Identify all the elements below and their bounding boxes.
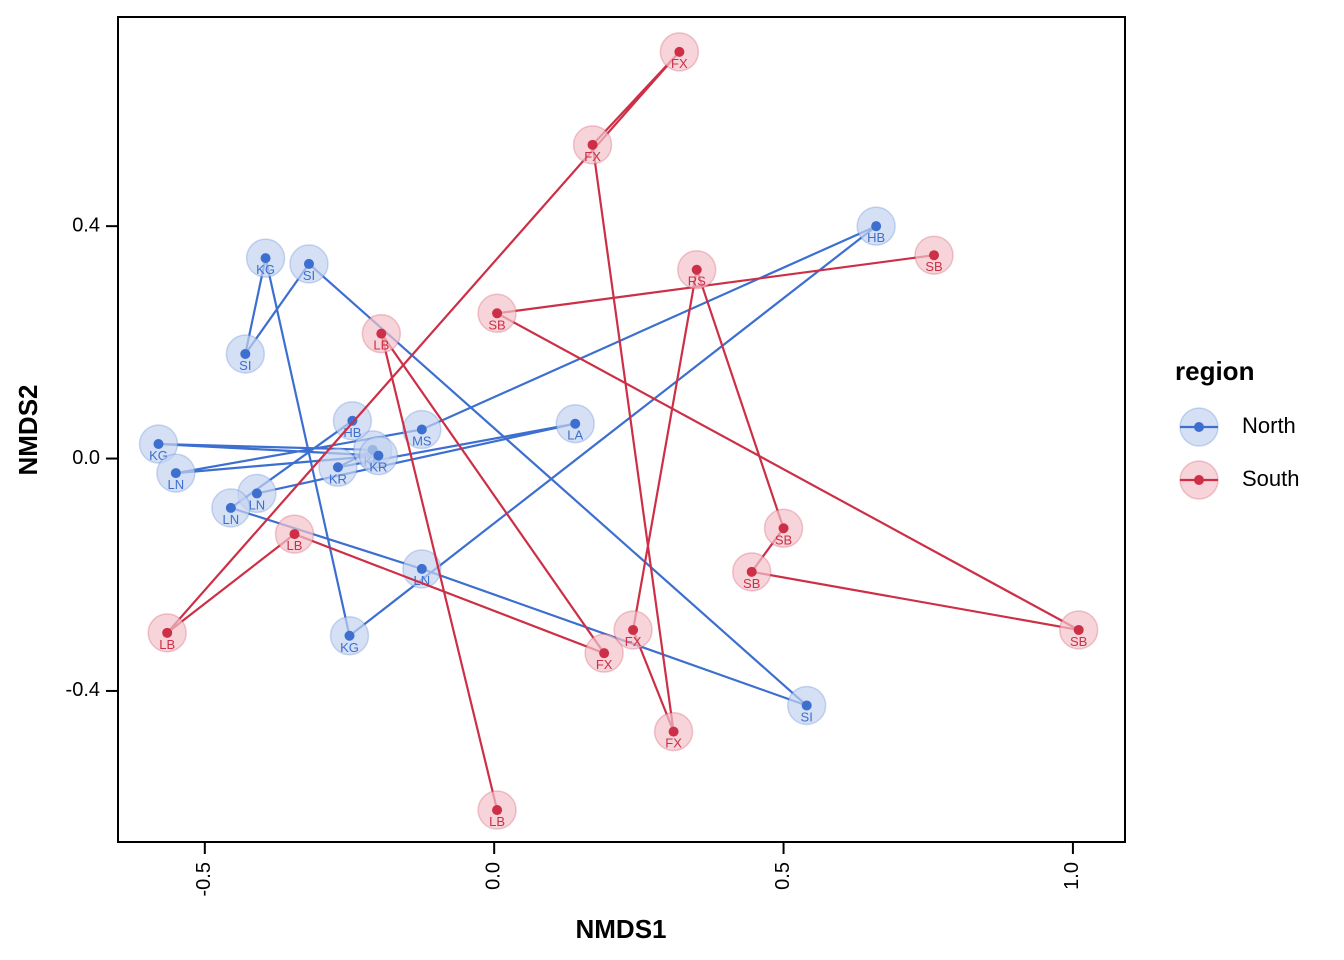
series-path-north — [158, 225, 877, 707]
data-point — [674, 46, 685, 57]
point-label: MS — [412, 434, 432, 449]
point-label: HB — [867, 230, 885, 245]
point-label: FX — [596, 657, 613, 672]
data-point — [492, 805, 503, 816]
data-point — [260, 253, 271, 264]
point-label: LB — [489, 814, 505, 829]
data-point — [373, 450, 384, 461]
point-label: KR — [369, 460, 387, 475]
x-axis-title: NMDS1 — [575, 914, 666, 944]
point-label: LN — [168, 477, 185, 492]
point-label: HB — [343, 425, 361, 440]
data-point — [416, 424, 427, 435]
data-point — [668, 726, 679, 737]
legend-title: region — [1175, 356, 1254, 386]
data-point — [570, 418, 581, 429]
point-label: LB — [373, 338, 389, 353]
point-label: LA — [567, 428, 583, 443]
point-label: SB — [775, 532, 792, 547]
legend-dot — [1194, 422, 1204, 432]
y-axis: -0.4 0.0 0.4 — [66, 214, 118, 701]
point-label: SI — [239, 358, 251, 373]
data-point — [871, 221, 882, 232]
data-point — [746, 566, 757, 577]
y-tick-label: 0.0 — [72, 447, 100, 469]
x-axis: -0.5 0.0 0.5 1.0 — [193, 842, 1083, 896]
data-point — [801, 700, 812, 711]
x-tick-label: 0.5 — [772, 862, 794, 890]
point-label: SI — [801, 709, 813, 724]
legend-label-north: North — [1242, 413, 1296, 438]
y-tick-label: -0.4 — [66, 679, 100, 701]
data-point — [153, 439, 164, 450]
point-label: LB — [159, 637, 175, 652]
data-point — [289, 529, 300, 540]
point-label: FX — [665, 736, 682, 751]
point-label: FX — [625, 634, 642, 649]
point-label: KG — [340, 640, 359, 655]
data-point — [303, 258, 314, 269]
point-label: LB — [287, 538, 303, 553]
point-label: KG — [256, 262, 275, 277]
data-point — [376, 328, 387, 339]
data-point — [332, 462, 343, 473]
series-layer: LNLAKRKRKGKRLNMSHBKGKGSISISILNLNHBLBLBFX… — [138, 32, 1099, 830]
data-point — [1073, 624, 1084, 635]
point-label: FX — [584, 149, 601, 164]
series-south: LB LB FX LB LB FX FX FX FX RS SB SB SB SB SB — [147, 32, 1099, 830]
point-label: SB — [925, 259, 942, 274]
point-label: LN — [249, 497, 266, 512]
data-point — [691, 264, 702, 275]
point-label: SB — [1070, 634, 1087, 649]
data-point — [492, 308, 503, 319]
y-tick-label: 0.4 — [72, 214, 100, 236]
legend-dot — [1194, 475, 1204, 485]
x-tick-label: 1.0 — [1061, 862, 1083, 890]
data-point — [587, 139, 598, 150]
y-axis-title: NMDS2 — [13, 384, 43, 475]
data-point — [416, 563, 427, 574]
point-label: SB — [488, 317, 505, 332]
point-label: KR — [329, 471, 347, 486]
series-north: LNLAKRKRKGKRLNMSHBKGKGSISISILNLNHB — [138, 206, 896, 726]
point-label: SI — [303, 268, 315, 283]
legend-label-south: South — [1242, 466, 1300, 491]
legend-key-north — [1179, 407, 1219, 447]
x-tick-label: 0.0 — [482, 862, 504, 890]
x-tick-label: -0.5 — [193, 862, 215, 896]
point-label: SB — [743, 576, 760, 591]
data-point — [225, 502, 236, 513]
data-point — [344, 630, 355, 641]
data-point — [778, 523, 789, 534]
data-point — [240, 348, 251, 359]
point-label: LN — [223, 512, 240, 527]
data-point — [929, 250, 940, 261]
point-label: RS — [688, 274, 706, 289]
data-point — [599, 648, 610, 659]
plot-frame — [117, 16, 1126, 843]
point-label: FX — [671, 56, 688, 71]
data-point — [251, 488, 262, 499]
data-point — [628, 624, 639, 635]
data-point — [170, 468, 181, 479]
legend: region North South — [1175, 356, 1300, 500]
legend-key-south — [1179, 460, 1219, 500]
data-point — [162, 627, 173, 638]
